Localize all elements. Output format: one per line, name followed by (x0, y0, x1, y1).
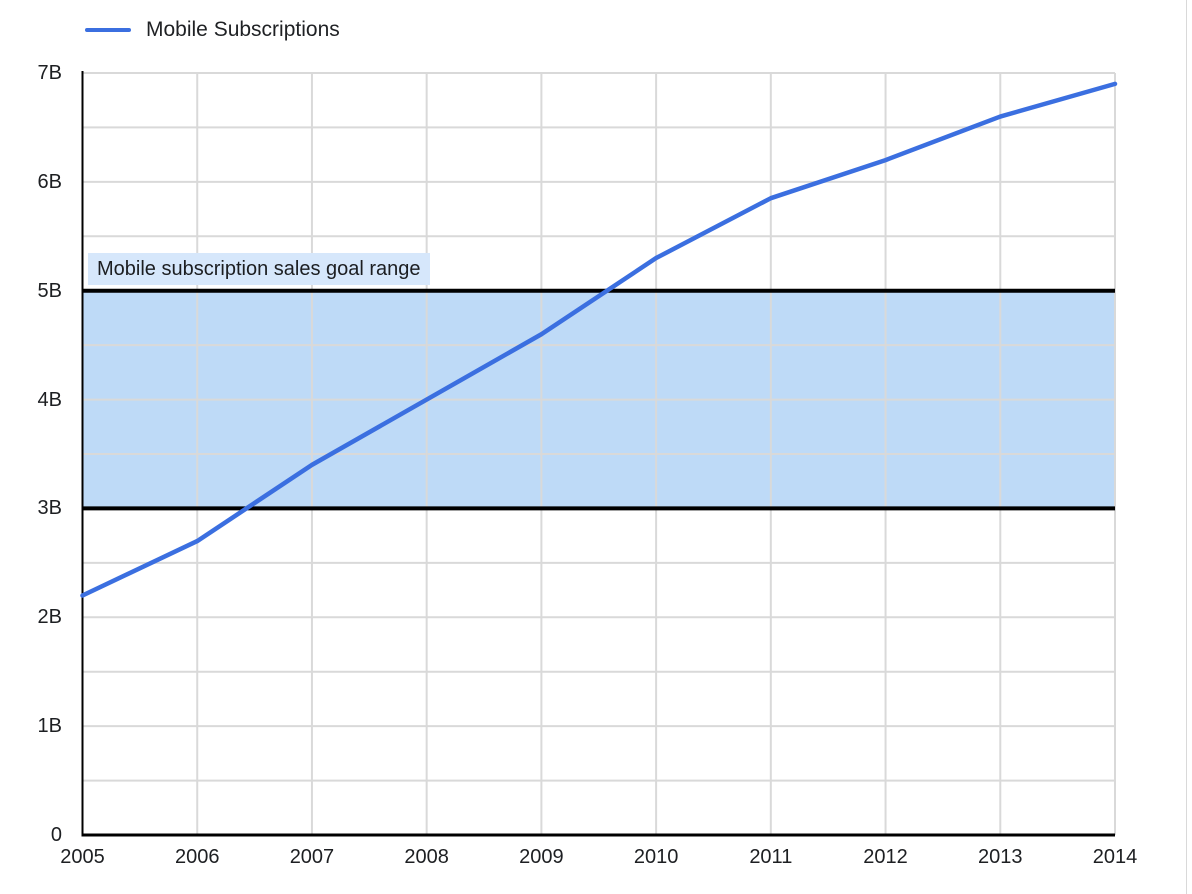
y-axis-tick-label: 3B (37, 497, 62, 520)
y-axis-tick-label: 1B (37, 715, 62, 738)
y-axis-tick-label: 7B (37, 62, 62, 84)
x-axis-tick-label: 2006 (174, 846, 220, 868)
x-axis-tick-label: 2010 (633, 846, 679, 868)
x-axis-tick-label: 2013 (978, 846, 1023, 868)
x-axis-tick-label: 2007 (289, 846, 335, 868)
x-axis-tick-label: 2014 (1092, 846, 1138, 868)
y-axis-tick-label: 2B (37, 606, 62, 629)
y-axis-tick-label: 6B (37, 170, 62, 193)
y-axis-tick-label: 4B (37, 388, 62, 411)
band-label: Mobile subscription sales goal range (88, 253, 430, 285)
legend: Mobile Subscriptions (85, 16, 340, 44)
x-axis-tick-label: 2009 (519, 846, 564, 868)
legend-line-swatch (85, 28, 131, 32)
series-line-mobile-subscriptions[interactable] (80, 81, 1118, 598)
x-axis-tick-label: 2008 (404, 846, 449, 868)
legend-series-label: Mobile Subscriptions (146, 18, 340, 41)
chart-right-border (1186, 0, 1187, 894)
y-axis-tick-label: 5B (37, 279, 62, 302)
x-axis-tick-label: 2011 (749, 846, 793, 868)
y-axis-tick-label: 0 (50, 824, 62, 846)
x-axis-tick-label: 2005 (60, 846, 105, 868)
x-axis-tick-label: 2012 (863, 846, 908, 868)
